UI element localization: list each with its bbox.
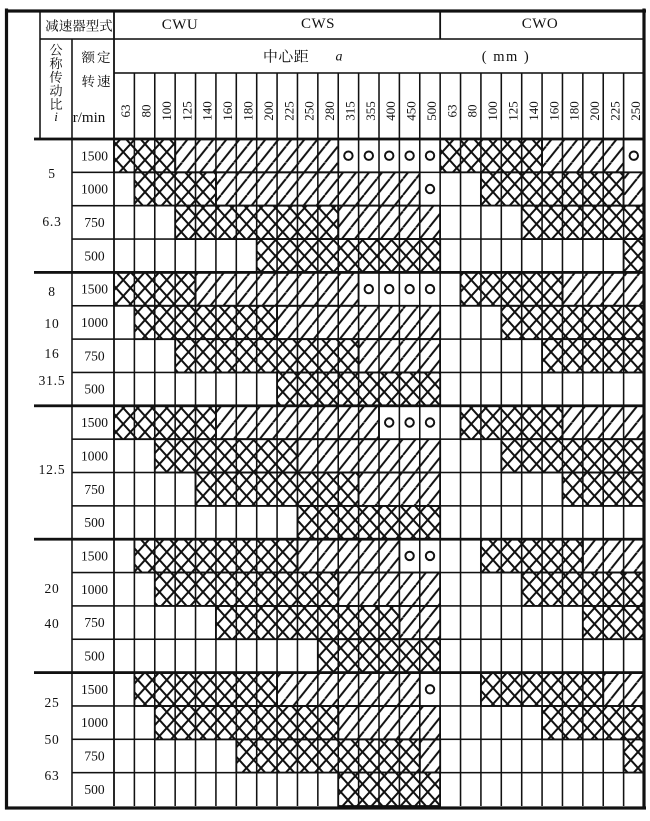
svg-text:CWS: CWS [301,16,335,32]
svg-text:750: 750 [84,348,105,363]
svg-text:CWO: CWO [522,16,559,32]
svg-text:160: 160 [220,101,235,121]
svg-text:1500: 1500 [81,415,108,430]
svg-text:500: 500 [84,248,105,263]
svg-text:140: 140 [526,101,541,121]
svg-text:100: 100 [485,101,500,121]
svg-text:i: i [54,109,58,124]
svg-text:750: 750 [84,215,105,230]
svg-text:1000: 1000 [81,448,108,463]
svg-text:CWU: CWU [162,17,199,33]
svg-text:225: 225 [607,101,622,121]
svg-text:355: 355 [363,101,378,121]
svg-text:500: 500 [84,782,105,797]
svg-text:125: 125 [506,101,521,121]
svg-text:8: 8 [48,284,56,299]
svg-text:a: a [336,50,343,65]
svg-text:1500: 1500 [81,282,108,297]
svg-text:315: 315 [342,101,357,121]
svg-text:200: 200 [261,101,276,121]
svg-text:1500: 1500 [81,682,108,697]
svg-text:100: 100 [159,101,174,121]
svg-text:25: 25 [44,695,59,710]
svg-text:160: 160 [546,101,561,121]
svg-text:180: 180 [241,101,256,121]
svg-text:250: 250 [628,101,643,121]
svg-text:1000: 1000 [81,315,108,330]
svg-text:5: 5 [48,166,56,181]
svg-text:500: 500 [84,515,105,530]
svg-text:140: 140 [200,101,215,121]
svg-text:r/min: r/min [73,110,106,126]
svg-text:750: 750 [84,749,105,764]
svg-text:63: 63 [444,105,459,118]
svg-text:10: 10 [44,316,59,331]
svg-text:12.5: 12.5 [39,462,66,477]
svg-text:1000: 1000 [81,182,108,197]
svg-text:50: 50 [44,732,59,747]
svg-text:1500: 1500 [81,148,108,163]
svg-text:1500: 1500 [81,549,108,564]
svg-text:280: 280 [322,101,337,121]
svg-text:750: 750 [84,615,105,630]
svg-text:6.3: 6.3 [42,214,61,229]
svg-text:31.5: 31.5 [39,373,66,388]
svg-text:750: 750 [84,482,105,497]
svg-text:500: 500 [84,382,105,397]
svg-text:500: 500 [424,101,439,121]
svg-text:63: 63 [44,768,59,783]
svg-text:400: 400 [383,101,398,121]
svg-text:500: 500 [84,649,105,664]
svg-text:1000: 1000 [81,582,108,597]
svg-text:180: 180 [567,101,582,121]
svg-text:80: 80 [465,105,480,118]
svg-text:1000: 1000 [81,715,108,730]
svg-text:125: 125 [179,101,194,121]
svg-text:450: 450 [404,101,419,121]
svg-text:225: 225 [281,101,296,121]
svg-text:250: 250 [302,101,317,121]
svg-text:( mm ): ( mm ) [482,49,530,65]
svg-text:63: 63 [118,104,133,117]
svg-text:20: 20 [44,581,59,596]
svg-text:16: 16 [44,346,59,361]
svg-text:80: 80 [139,104,154,117]
svg-text:200: 200 [587,101,602,121]
svg-text:40: 40 [44,616,59,631]
